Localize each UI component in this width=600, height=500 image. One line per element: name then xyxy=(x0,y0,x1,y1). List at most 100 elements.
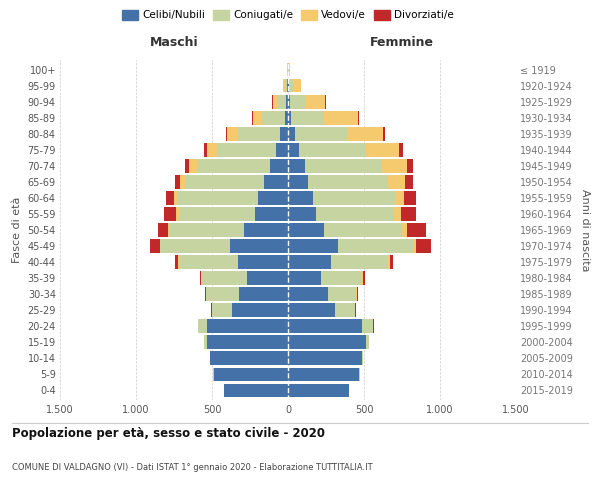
Bar xyxy=(288,304,335,317)
Bar xyxy=(293,79,301,92)
Bar xyxy=(347,127,383,140)
Bar xyxy=(179,256,238,269)
Bar xyxy=(402,223,407,237)
Bar xyxy=(224,384,288,397)
Bar xyxy=(270,159,288,172)
Bar xyxy=(208,143,217,156)
Bar xyxy=(288,272,322,285)
Bar xyxy=(197,159,270,172)
Bar xyxy=(299,143,365,156)
Bar xyxy=(185,159,189,172)
Bar xyxy=(179,207,254,221)
Bar xyxy=(205,288,206,301)
Bar xyxy=(288,95,290,108)
Bar xyxy=(252,111,253,124)
Bar xyxy=(363,272,365,285)
Bar xyxy=(175,256,178,269)
Bar xyxy=(365,336,370,349)
Bar xyxy=(291,111,325,124)
Bar xyxy=(151,239,160,253)
Bar xyxy=(205,143,208,156)
Bar xyxy=(238,127,280,140)
Bar xyxy=(208,336,288,349)
Bar xyxy=(199,320,208,333)
Bar xyxy=(211,352,288,365)
Bar xyxy=(285,79,287,92)
Bar xyxy=(308,175,388,188)
Bar xyxy=(164,207,176,221)
Bar xyxy=(295,127,347,140)
Bar xyxy=(288,143,299,156)
Bar xyxy=(227,127,238,140)
Bar xyxy=(407,159,413,172)
Bar xyxy=(288,127,295,140)
Bar xyxy=(277,95,286,108)
Bar xyxy=(389,256,392,269)
Bar xyxy=(362,272,363,285)
Bar xyxy=(244,223,288,237)
Bar xyxy=(288,223,325,237)
Bar xyxy=(358,111,359,124)
Bar xyxy=(283,79,285,92)
Bar xyxy=(288,159,305,172)
Bar xyxy=(316,207,394,221)
Bar xyxy=(288,336,365,349)
Bar xyxy=(169,223,244,237)
Bar xyxy=(335,304,355,317)
Bar xyxy=(325,95,326,108)
Bar xyxy=(404,191,416,204)
Y-axis label: Fasce di età: Fasce di età xyxy=(12,197,22,263)
Bar xyxy=(405,175,413,188)
Bar xyxy=(232,304,288,317)
Bar xyxy=(287,79,288,92)
Bar xyxy=(158,223,168,237)
Bar xyxy=(285,111,288,124)
Bar xyxy=(288,79,289,92)
Bar xyxy=(365,143,399,156)
Y-axis label: Anni di nascita: Anni di nascita xyxy=(580,188,590,271)
Bar xyxy=(189,159,197,172)
Bar xyxy=(273,95,277,108)
Bar xyxy=(289,63,290,76)
Bar xyxy=(286,95,288,108)
Bar xyxy=(325,223,402,237)
Bar xyxy=(382,159,407,172)
Bar xyxy=(325,111,358,124)
Bar xyxy=(276,143,288,156)
Bar xyxy=(211,304,212,317)
Bar xyxy=(180,175,185,188)
Bar xyxy=(288,207,316,221)
Bar xyxy=(362,320,373,333)
Bar xyxy=(205,336,208,349)
Text: Femmine: Femmine xyxy=(370,36,434,49)
Bar xyxy=(280,127,288,140)
Bar xyxy=(185,175,263,188)
Bar xyxy=(288,384,349,397)
Bar xyxy=(338,239,413,253)
Bar xyxy=(262,111,285,124)
Legend: Celibi/Nubili, Coniugati/e, Vedovi/e, Divorziati/e: Celibi/Nubili, Coniugati/e, Vedovi/e, Di… xyxy=(122,10,454,20)
Bar xyxy=(362,352,363,365)
Bar xyxy=(176,207,179,221)
Bar xyxy=(206,288,239,301)
Bar xyxy=(254,207,288,221)
Bar xyxy=(257,191,288,204)
Bar xyxy=(230,239,288,253)
Bar xyxy=(288,352,362,365)
Bar xyxy=(177,191,257,204)
Bar xyxy=(290,95,305,108)
Bar xyxy=(313,191,395,204)
Bar xyxy=(288,175,308,188)
Bar xyxy=(288,288,328,301)
Bar xyxy=(416,239,431,253)
Bar xyxy=(202,272,247,285)
Bar xyxy=(328,288,356,301)
Bar xyxy=(210,352,211,365)
Bar xyxy=(407,223,427,237)
Bar xyxy=(401,207,416,221)
Bar xyxy=(217,143,276,156)
Bar xyxy=(160,239,230,253)
Bar xyxy=(357,288,358,301)
Bar xyxy=(355,304,356,317)
Bar xyxy=(288,111,291,124)
